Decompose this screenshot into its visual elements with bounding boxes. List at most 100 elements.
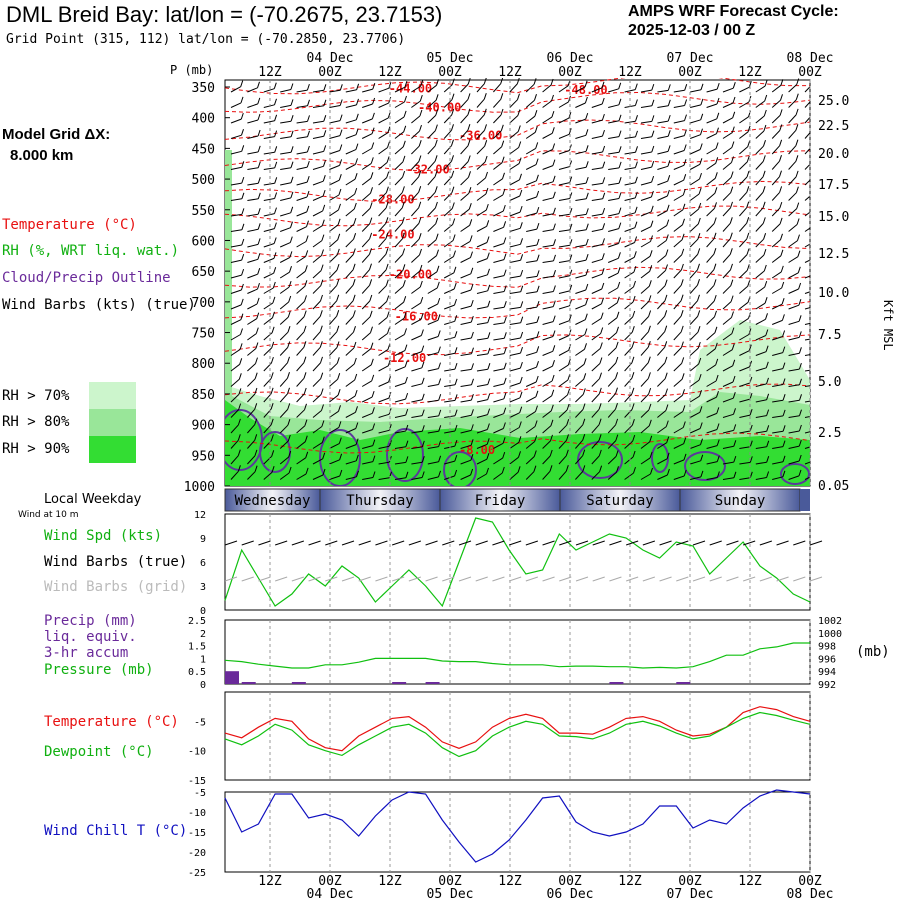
wind-barb [640, 285, 650, 294]
wind-barb-feather [615, 356, 619, 364]
wind-barb-feather [552, 330, 556, 337]
wind-barb [263, 272, 274, 279]
wind-barb-feather [602, 238, 605, 245]
wind-barb-true [692, 540, 706, 546]
wind-barb [312, 120, 324, 124]
wind-barb-feather [405, 456, 409, 463]
isotherm-label: -24.00 [371, 228, 414, 242]
wind-barb-feather [618, 222, 622, 229]
wind-barb [378, 381, 389, 387]
wind-barb-feather [434, 186, 438, 193]
wind-barb-feather [764, 280, 768, 288]
wind-barb-feather [648, 295, 652, 302]
wind-barb [640, 393, 649, 403]
wind-barb-feather [388, 391, 392, 399]
windchill-series-label: Wind Chill T (°C) [44, 823, 188, 839]
wind-barb-feather [520, 346, 523, 354]
wind-barb-feather [536, 331, 540, 338]
wind-barb [657, 135, 669, 139]
wind-barb-feather [552, 300, 556, 307]
wind-barb-feather [385, 263, 389, 271]
wind-barb [657, 105, 669, 108]
wind-barb-feather [816, 363, 818, 369]
wind-barb [640, 316, 649, 325]
wind-barb-feather [321, 219, 325, 226]
wind-barb-true [341, 540, 355, 546]
wind-barb [312, 426, 323, 434]
wind-barb [804, 86, 810, 93]
wind-barb [575, 229, 587, 232]
wind-barb-feather [401, 232, 405, 239]
wind-barb [394, 414, 406, 418]
wind-barb-feather [584, 96, 588, 104]
wind-barb-feather [339, 129, 343, 136]
wind-barb [526, 260, 538, 263]
wind-barb-feather [320, 372, 324, 379]
wind-barb [657, 180, 668, 186]
wind-barb-feather [535, 390, 539, 397]
wind-barb-feather [486, 252, 490, 259]
wind-barb-feather [782, 470, 786, 477]
wind-barb-feather [552, 345, 556, 352]
wind-barb [771, 176, 780, 186]
wind-barb [263, 228, 275, 232]
wind-barb-true [742, 540, 756, 546]
wind-barb [476, 274, 488, 279]
temp-ytick: -5 [194, 717, 206, 728]
weekday-tail [800, 489, 810, 511]
wind-barb-feather [454, 409, 458, 416]
wind-barb-feather [700, 470, 704, 478]
wind-barb [804, 307, 810, 310]
wind-barb-feather [255, 342, 259, 349]
wind-barb-feather [501, 140, 505, 147]
wind-barb [460, 459, 472, 465]
wind-barb-feather [454, 469, 458, 477]
wind-barb-feather [733, 471, 737, 478]
wind-barb [345, 254, 354, 263]
wind-barb [542, 380, 553, 387]
wind-barb-feather [680, 294, 684, 301]
wind-barb [378, 317, 388, 325]
wind-barb-feather [420, 313, 424, 320]
wind-barb-grid [575, 576, 589, 582]
wind-barb-feather [730, 295, 734, 302]
bottom-hour-label: 00Z [558, 874, 582, 889]
wind-barb-feather [534, 435, 538, 442]
wind-barb [706, 348, 716, 356]
wind-barb [312, 474, 324, 480]
wind-barb [591, 333, 601, 341]
wind-barb-feather [599, 357, 603, 364]
wind-barb-feather [500, 124, 504, 131]
wind-barb-feather [779, 186, 783, 193]
wind-barb-feather [305, 467, 309, 475]
wind-barb [509, 412, 520, 418]
wind-barb-feather [519, 376, 523, 384]
wind-barb-feather [451, 139, 454, 146]
wind-barb [722, 429, 734, 434]
wind-barb-feather [322, 204, 326, 212]
wind-barb [279, 424, 289, 434]
wind-barb-feather [683, 144, 687, 151]
wind-barb-feather [305, 451, 309, 458]
wind-barb-feather [304, 435, 308, 442]
wind-barb-feather [684, 99, 688, 106]
wind-barb-feather [816, 316, 818, 322]
wind-barb-feather [569, 176, 573, 183]
wind-barb [608, 213, 620, 217]
wind-barb [361, 177, 372, 186]
wind-barb-feather [238, 373, 242, 380]
wind-barb [296, 181, 308, 186]
wind-barb [772, 415, 784, 418]
wind-barb-feather [470, 468, 474, 476]
wind-barb [247, 471, 256, 480]
wind-barb-grid [375, 576, 388, 582]
wind-barb-feather [372, 439, 376, 446]
wind-barb [362, 412, 373, 418]
wind-barb-feather [765, 345, 769, 352]
wind-barb-feather [438, 394, 442, 401]
wind-barb [378, 365, 389, 372]
wind-barb-feather [254, 403, 258, 410]
wind-barb-feather [319, 310, 323, 317]
wind-barb [411, 367, 423, 372]
wind-barb-feather [388, 440, 392, 447]
